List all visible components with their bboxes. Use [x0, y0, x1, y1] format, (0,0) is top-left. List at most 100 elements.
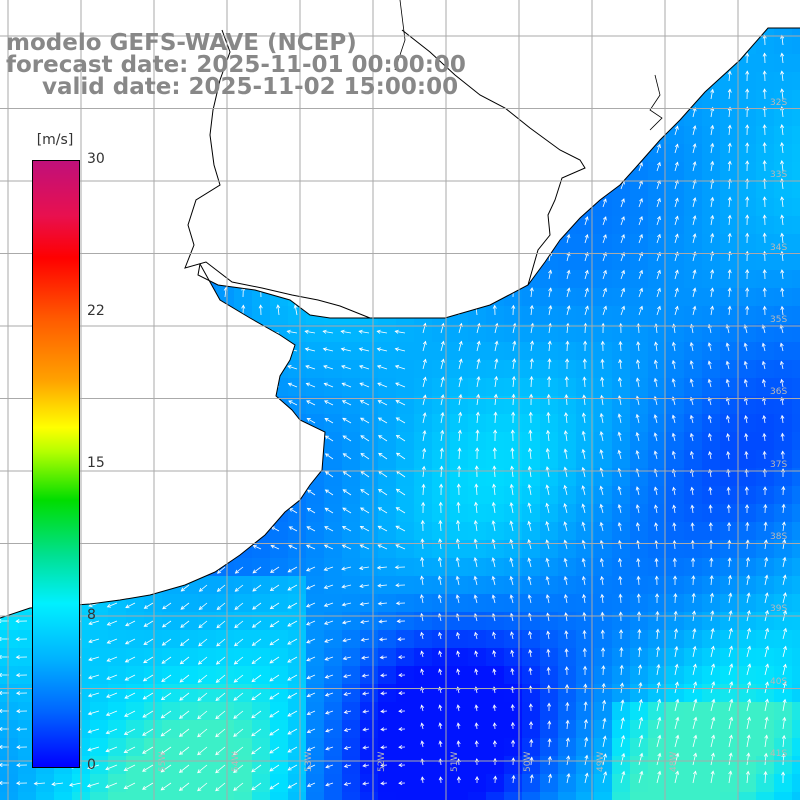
wind-speed-cell	[252, 666, 271, 685]
wind-speed-cell	[126, 648, 145, 667]
wind-speed-cell	[288, 594, 307, 613]
wind-speed-cell	[738, 612, 757, 631]
wind-speed-cell	[576, 702, 595, 721]
wind-speed-cell	[216, 738, 235, 757]
wind-speed-cell	[522, 396, 541, 415]
wind-speed-cell	[792, 126, 800, 145]
wind-speed-cell	[558, 378, 577, 397]
wind-speed-cell	[126, 594, 145, 613]
wind-speed-cell	[234, 648, 253, 667]
wind-speed-cell	[90, 702, 109, 721]
wind-speed-cell	[594, 648, 613, 667]
wind-speed-cell	[594, 234, 613, 253]
wind-speed-cell	[774, 648, 793, 667]
wind-speed-cell	[342, 774, 361, 793]
wind-speed-cell	[720, 270, 739, 289]
wind-speed-cell	[540, 774, 559, 793]
wind-speed-cell	[612, 540, 631, 559]
wind-speed-cell	[270, 684, 289, 703]
wind-speed-cell	[378, 738, 397, 757]
wind-speed-cell	[738, 684, 757, 703]
wind-speed-cell	[504, 630, 523, 649]
wind-speed-cell	[576, 450, 595, 469]
wind-speed-cell	[720, 342, 739, 361]
wind-speed-cell	[738, 630, 757, 649]
wind-speed-cell	[414, 522, 433, 541]
wind-speed-cell	[270, 702, 289, 721]
wind-speed-cell	[540, 414, 559, 433]
wind-speed-cell	[756, 180, 775, 199]
wind-speed-cell	[252, 612, 271, 631]
wind-speed-cell	[126, 630, 145, 649]
wind-speed-cell	[468, 666, 487, 685]
wind-speed-cell	[720, 720, 739, 739]
wind-speed-cell	[504, 306, 523, 325]
wind-speed-cell	[432, 558, 451, 577]
wind-speed-cell	[450, 396, 469, 415]
wind-speed-cell	[774, 432, 793, 451]
wind-speed-cell	[306, 648, 325, 667]
wind-speed-cell	[666, 738, 685, 757]
wind-speed-cell	[792, 540, 800, 559]
wind-speed-cell	[702, 378, 721, 397]
wind-speed-cell	[216, 720, 235, 739]
wind-speed-cell	[576, 630, 595, 649]
wind-speed-cell	[270, 306, 289, 325]
wind-speed-cell	[504, 612, 523, 631]
wind-speed-cell	[378, 468, 397, 487]
wind-speed-cell	[774, 72, 793, 91]
wind-speed-cell	[702, 288, 721, 307]
colorbar-tick: 15	[87, 455, 105, 471]
wind-speed-cell	[756, 288, 775, 307]
wind-speed-cell	[162, 612, 181, 631]
wind-speed-cell	[432, 774, 451, 793]
wind-speed-cell	[414, 702, 433, 721]
wind-speed-cell	[756, 144, 775, 163]
wind-speed-cell	[684, 198, 703, 217]
wind-speed-cell	[702, 396, 721, 415]
wind-speed-cell	[378, 378, 397, 397]
wind-speed-cell	[360, 396, 379, 415]
wind-speed-cell	[198, 612, 217, 631]
wind-speed-cell	[774, 342, 793, 361]
wind-speed-cell	[540, 360, 559, 379]
wind-speed-cell	[396, 558, 415, 577]
wind-speed-cell	[450, 594, 469, 613]
wind-speed-cell	[468, 360, 487, 379]
wind-speed-cell	[684, 558, 703, 577]
wind-speed-cell	[576, 378, 595, 397]
wind-speed-cell	[450, 792, 469, 800]
wind-speed-cell	[396, 738, 415, 757]
wind-speed-cell	[162, 648, 181, 667]
wind-speed-cell	[558, 432, 577, 451]
wind-speed-cell	[432, 540, 451, 559]
wind-speed-cell	[288, 324, 307, 343]
wind-speed-cell	[702, 234, 721, 253]
wind-speed-cell	[792, 108, 800, 127]
wind-speed-cell	[288, 540, 307, 559]
wind-speed-cell	[306, 594, 325, 613]
wind-speed-cell	[522, 648, 541, 667]
wind-speed-cell	[432, 324, 451, 343]
wind-speed-cell	[558, 756, 577, 775]
wind-speed-cell	[684, 702, 703, 721]
wind-speed-cell	[108, 684, 127, 703]
wind-speed-cell	[684, 342, 703, 361]
wind-speed-cell	[576, 252, 595, 271]
wind-speed-cell	[576, 396, 595, 415]
wind-speed-cell	[432, 666, 451, 685]
wind-speed-cell	[360, 774, 379, 793]
wind-speed-cell	[180, 594, 199, 613]
wind-speed-cell	[684, 612, 703, 631]
wind-speed-cell	[666, 684, 685, 703]
wind-speed-cell	[306, 702, 325, 721]
wind-speed-cell	[666, 630, 685, 649]
wind-speed-cell	[504, 378, 523, 397]
wind-speed-cell	[702, 792, 721, 800]
wind-speed-cell	[738, 252, 757, 271]
wind-speed-cell	[702, 360, 721, 379]
longitude-label: 48W	[669, 751, 679, 772]
wind-speed-cell	[396, 702, 415, 721]
wind-speed-cell	[612, 468, 631, 487]
